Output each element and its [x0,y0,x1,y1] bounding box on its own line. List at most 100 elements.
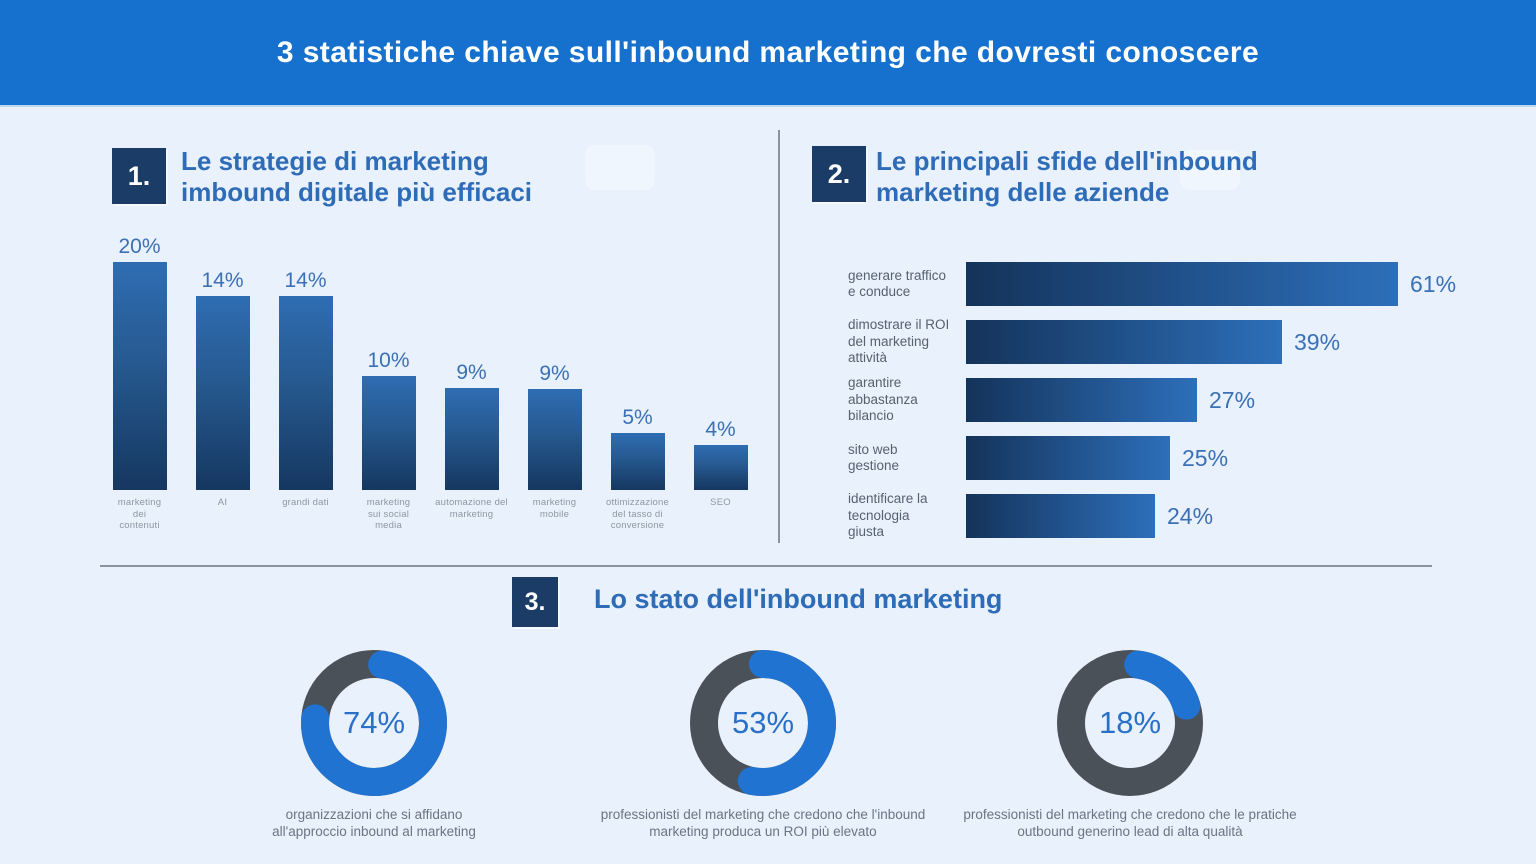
section-1-number-badge: 1. [112,148,166,204]
section-2-title: Le principali sfide dell'inbound marketi… [876,146,1258,208]
bar-marketing-mobile [527,389,582,490]
donut-value-arc [1057,650,1203,796]
challenge-label: generare traffico e conduce [848,268,966,301]
bar-category-label: AI [181,497,264,532]
bar-value-label: 5% [622,406,653,429]
bar-grandi-dati [278,296,333,490]
vertical-divider [778,130,780,543]
donut-block: 18% professionisti del marketing che cred… [940,648,1320,840]
background-patch [1180,150,1240,190]
section-3-title: Lo stato dell'inbound marketing [594,584,1003,614]
challenge-value-label: 39% [1294,328,1341,355]
bar-category-label-line: contenuti [119,520,160,531]
bar-garantire-abbastanza-bilancio [966,378,1197,422]
challenge-value-label: 61% [1410,270,1457,297]
donut-chart: 74% [299,648,449,798]
donut-ring [1057,650,1203,796]
bar-category-label-line: ottimizzazione [606,497,669,508]
donut-percentage: 18% [1098,705,1162,740]
challenge-label-line: bilancio [848,408,894,424]
donut-block: 74% organizzazioni che si affidano all'ap… [204,648,544,840]
bar-marketing-sui-social-media [361,376,416,490]
section-2-number-badge: 2. [812,146,866,202]
bar-value-label: 14% [284,269,327,292]
challenge-label: sito web gestione [848,442,966,475]
section-3-number-badge: 3. [512,577,558,627]
horizontal-bar-chart: generare traffico e conduce 61% dimostrare … [848,262,1460,552]
bar-sito-web-gestione [966,436,1170,480]
bar-marketing-dei-contenuti [112,262,167,490]
section-1-title-line-1: Le strategie di marketing [181,146,489,176]
challenge-label: garantire abbastanza bilancio [848,375,966,425]
challenge-row: dimostrare il ROI del marketing attività 39… [848,317,1460,367]
challenge-label-line: gestione [848,458,900,473]
bar-value-label: 9% [539,362,570,385]
bar-column: 10% [347,230,430,490]
page-title: 3 statistiche chiave sull'inbound market… [276,35,1260,69]
vertical-bar-chart-category-labels: marketing dei contenuti AI grandi dati market… [98,497,762,532]
bar-category-label-line: dei [132,508,147,520]
bar-category-label: SEO [679,497,762,532]
donut-ring [301,650,447,796]
challenge-label: identificare la tecnologia giusta [848,491,966,541]
bar-value-label: 9% [456,361,487,384]
bar-column: 4% [679,230,762,490]
challenge-label-line: e conduce [848,284,911,299]
donut-ring [690,650,836,796]
donut-caption: organizzazioni che si affidano all'appro… [272,807,476,839]
bar-value-label: 20% [118,235,161,258]
challenge-label-line: del marketing [848,333,930,349]
bar-category-label-line: mobile [539,508,570,520]
horizontal-divider [100,565,1432,567]
donut-percentage: 53% [731,705,795,740]
header-banner: 3 statistiche chiave sull'inbound market… [0,0,1536,107]
donut-chart: 18% [1055,648,1205,798]
bar-category-label-line: conversione [610,520,665,531]
challenge-label-line: tecnologia [848,507,910,523]
bar-value-label: 4% [705,418,736,441]
challenge-row: garantire abbastanza bilancio 27% [848,375,1460,425]
bar-category-label-line: marketing [117,497,162,508]
bar-category-label-line: sui social [367,508,410,520]
bar-value-label: 14% [201,269,244,292]
challenge-label-line: giusta [848,524,885,540]
donut-percentage: 74% [342,705,406,740]
challenge-label-line: dimostrare il ROI [848,317,950,333]
challenge-row: generare traffico e conduce 61% [848,262,1460,306]
bar-category-label: marketing sui social media [347,497,430,532]
donut-caption: professionisti del marketing che credono… [963,807,1297,839]
challenge-label-line: abbastanza [848,391,918,407]
section-2-title-line-1: Le principali sfide dell'inbound [876,146,1258,176]
challenge-label-line: identificare la [848,491,928,507]
bar-category-label: marketing dei contenuti [98,497,181,532]
bar-dimostrare-il-roi-del-marketing-attivit- [966,320,1282,364]
challenge-label-line: garantire [848,375,902,391]
bar-seo [693,445,748,490]
background-patch [585,145,655,190]
bar-value-label: 10% [367,349,410,372]
bar-category-label-line: marketing [449,508,494,520]
challenge-label: dimostrare il ROI del marketing attività [848,317,966,367]
bar-category-label: marketing mobile [513,497,596,532]
challenge-label-line: generare traffico [848,267,947,283]
bar-category-label-line: SEO [710,497,731,508]
bar-column: 20% [98,230,181,490]
challenge-value-label: 25% [1182,444,1229,471]
bar-category-label-line: automazione del [435,497,508,508]
bar-column: 14% [264,230,347,490]
bar-column: 5% [596,230,679,490]
section-1-title: Le strategie di marketing imbound digita… [181,146,532,208]
bar-column: 14% [181,230,264,490]
bar-category-label-line: grandi dati [282,497,329,508]
bar-category-label-line: media [375,520,402,531]
challenge-row: sito web gestione 25% [848,436,1460,480]
donut-block: 53% professionisti del marketing che cred… [593,648,933,840]
challenge-row: identificare la tecnologia giusta 24% [848,491,1460,541]
challenge-value-label: 27% [1209,386,1256,413]
bar-ai [195,296,250,490]
donut-value-arc [690,650,836,796]
bar-category-label-line: marketing [532,497,577,508]
donut-chart: 53% [688,648,838,798]
bar-category-label: ottimizzazione del tasso di conversione [596,497,679,532]
